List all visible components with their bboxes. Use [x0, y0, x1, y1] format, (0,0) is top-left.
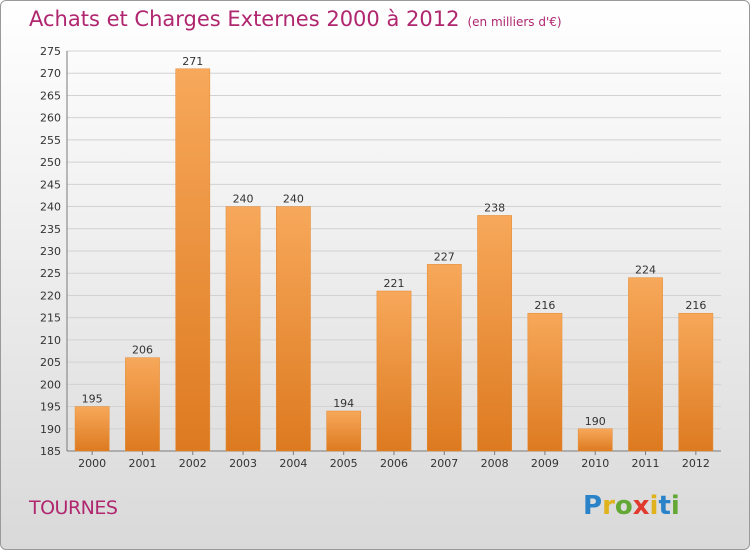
title-text: Achats et Charges Externes 2000 à 2012 — [29, 7, 460, 31]
x-tick-label: 2012 — [682, 457, 710, 470]
bar-2003 — [225, 206, 261, 452]
x-tick-label: 2010 — [581, 457, 609, 470]
value-label: 195 — [82, 393, 103, 406]
commune-name: TOURNES — [29, 497, 118, 519]
x-tick-label: 2005 — [330, 457, 358, 470]
y-tick-label: 190 — [40, 423, 61, 436]
y-tick-label: 240 — [40, 201, 61, 214]
chart-title: Achats et Charges Externes 2000 à 2012 (e… — [29, 7, 562, 31]
y-tick-label: 225 — [40, 267, 61, 280]
y-tick-label: 275 — [40, 45, 61, 58]
y-tick-label: 205 — [40, 356, 61, 369]
value-label: 227 — [434, 250, 455, 263]
value-label: 190 — [585, 415, 606, 428]
x-tick-label: 2002 — [179, 457, 207, 470]
value-label: 221 — [384, 277, 405, 290]
bar-layer — [74, 68, 714, 452]
chart-subtitle: (en milliers d'€) — [467, 15, 562, 29]
y-tick-label: 195 — [40, 401, 61, 414]
y-tick-label: 245 — [40, 178, 61, 191]
y-tick-label: 250 — [40, 156, 61, 169]
bar-2006 — [376, 290, 412, 452]
bar-2010 — [577, 428, 613, 452]
bar-2012 — [678, 312, 714, 452]
bar-2008 — [477, 215, 512, 452]
bar-2001 — [125, 357, 160, 452]
x-tick-label: 2003 — [229, 457, 257, 470]
x-tick-label: 2000 — [78, 457, 106, 470]
y-tick-label: 185 — [40, 445, 61, 458]
bar-2002 — [175, 68, 211, 452]
bar-2004 — [276, 206, 311, 452]
bar-2007 — [426, 264, 462, 452]
y-tick-label: 260 — [40, 112, 61, 125]
y-tick-label: 230 — [40, 245, 61, 258]
value-label: 240 — [283, 193, 304, 206]
value-label: 216 — [534, 299, 555, 312]
y-tick-label: 220 — [40, 289, 61, 302]
x-tick-label: 2004 — [279, 457, 307, 470]
x-tick-label: 2001 — [128, 457, 156, 470]
label-layer: 195 206 271 240 240 194 221 227 238 216 190 224 216 — [82, 55, 707, 428]
y-tick-label: 215 — [40, 312, 61, 325]
x-tick-label: 2006 — [380, 457, 408, 470]
value-label: 216 — [685, 299, 706, 312]
y-tick-label: 265 — [40, 89, 61, 102]
y-tick-label: 235 — [40, 223, 61, 236]
x-tick-label: 2007 — [430, 457, 458, 470]
proxiti-logo[interactable]: Proxiti — [583, 491, 680, 521]
value-label: 240 — [233, 193, 254, 206]
value-label: 224 — [635, 264, 656, 277]
y-tick-label: 200 — [40, 378, 61, 391]
y-tick-label: 270 — [40, 67, 61, 80]
bar-2011 — [628, 277, 663, 452]
value-label: 206 — [132, 344, 153, 357]
value-label: 194 — [333, 397, 354, 410]
axis-layer: 185 190 195 200 205 210 215 220 225 230 235 240 245 2… — [40, 45, 721, 470]
bar-2005 — [326, 410, 362, 452]
x-tick-label: 2009 — [531, 457, 559, 470]
value-label: 238 — [484, 201, 505, 214]
bar-2000 — [74, 406, 110, 452]
x-tick-label: 2008 — [481, 457, 509, 470]
bar-2009 — [527, 312, 563, 452]
y-tick-label: 255 — [40, 134, 61, 147]
y-tick-label: 210 — [40, 334, 61, 347]
x-tick-label: 2011 — [632, 457, 660, 470]
value-label: 271 — [182, 55, 203, 68]
